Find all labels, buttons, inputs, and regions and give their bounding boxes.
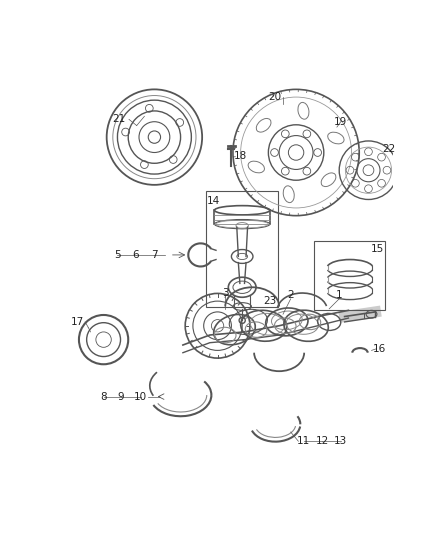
Text: 7: 7 bbox=[151, 250, 158, 260]
Text: 3: 3 bbox=[222, 288, 229, 298]
Text: 6: 6 bbox=[133, 250, 139, 260]
Text: 20: 20 bbox=[269, 92, 282, 102]
Text: 5: 5 bbox=[114, 250, 121, 260]
Bar bbox=[206, 191, 278, 306]
Text: 17: 17 bbox=[71, 317, 84, 327]
Text: 15: 15 bbox=[371, 244, 384, 254]
Text: 18: 18 bbox=[234, 151, 247, 161]
Text: 12: 12 bbox=[316, 436, 329, 446]
Text: 1: 1 bbox=[336, 290, 343, 300]
Text: 23: 23 bbox=[263, 296, 276, 306]
Text: 2: 2 bbox=[287, 290, 294, 300]
Text: 22: 22 bbox=[382, 144, 395, 154]
Text: 19: 19 bbox=[334, 117, 347, 127]
Bar bbox=[314, 241, 385, 310]
Text: 8: 8 bbox=[100, 392, 107, 401]
Text: 21: 21 bbox=[113, 115, 126, 124]
Text: 14: 14 bbox=[207, 196, 220, 206]
Text: 10: 10 bbox=[134, 392, 147, 401]
Text: 13: 13 bbox=[334, 436, 347, 446]
Text: 9: 9 bbox=[117, 392, 124, 401]
Text: 16: 16 bbox=[373, 344, 386, 354]
Text: 11: 11 bbox=[297, 436, 311, 446]
